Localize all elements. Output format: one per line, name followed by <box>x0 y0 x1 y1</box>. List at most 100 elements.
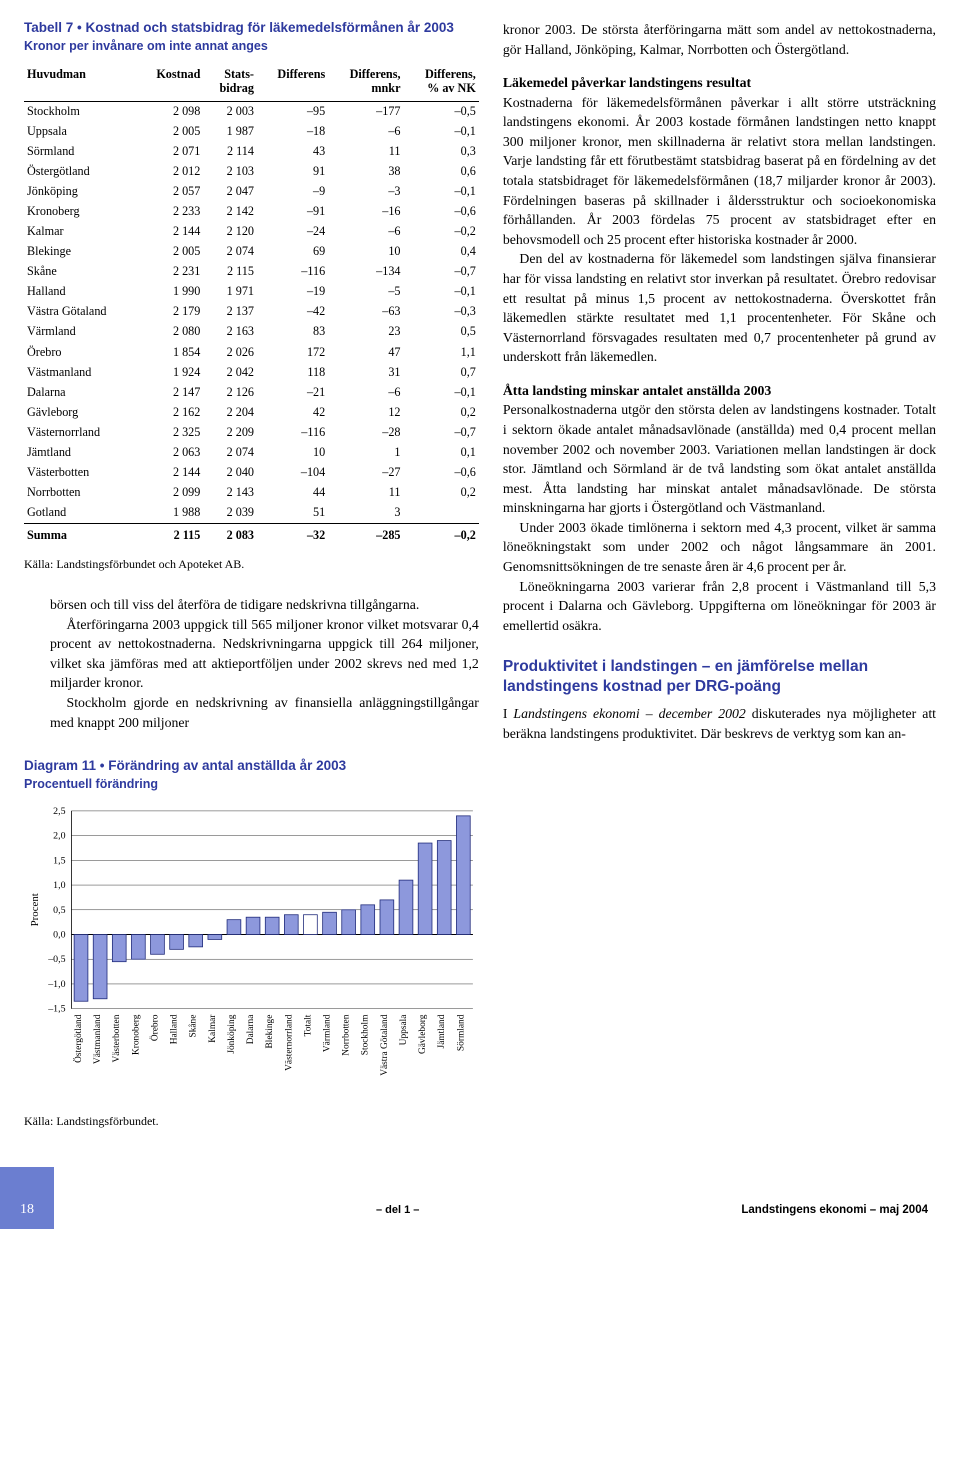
table-row: Örebro1 8542 026172471,1 <box>24 342 479 362</box>
svg-text:–1,0: –1,0 <box>47 979 65 990</box>
table-row: Jämtland2 0632 0741010,1 <box>24 443 479 463</box>
left-p1: börsen och till viss del återföra de tid… <box>50 595 479 615</box>
diagram11-source: Källa: Landstingsförbundet. <box>24 1113 479 1130</box>
bar <box>304 914 318 934</box>
right-lead1: Läkemedel påverkar landstingens resultat <box>503 75 751 90</box>
table-row: Värmland2 0802 16383230,5 <box>24 322 479 342</box>
right-p0: kronor 2003. De största återföringarna m… <box>503 20 936 59</box>
svg-text:Totalt: Totalt <box>303 1014 313 1036</box>
svg-text:Västerbotten: Västerbotten <box>112 1014 122 1062</box>
table-row: Halland1 9901 971–19–5–0,1 <box>24 282 479 302</box>
bar <box>246 917 260 934</box>
table7-source: Källa: Landstingsförbundet och Apoteket … <box>24 556 479 573</box>
right-p6: I Landstingens ekonomi – december 2002 d… <box>503 704 936 743</box>
svg-text:1,5: 1,5 <box>53 855 65 866</box>
table7-subtitle: Kronor per invånare om inte annat anges <box>24 39 479 55</box>
right-p1: Kostnaderna för läkemedelsförmånen påver… <box>503 95 936 247</box>
svg-text:Västernorrland: Västernorrland <box>284 1014 294 1071</box>
svg-text:Gävleborg: Gävleborg <box>418 1014 428 1054</box>
svg-text:–1,5: –1,5 <box>47 1003 65 1014</box>
diagram11-subtitle: Procentuell förändring <box>24 777 479 793</box>
svg-text:Blekinge: Blekinge <box>265 1014 275 1048</box>
right-p2: Den del av kostnaderna för läkemedel som… <box>503 249 936 366</box>
svg-text:Norrbotten: Norrbotten <box>342 1014 352 1055</box>
table7-col-4: Differens,mnkr <box>328 65 403 102</box>
table-row: Uppsala2 0051 987–18–6–0,1 <box>24 122 479 142</box>
footer-del: – del 1 – <box>318 1203 477 1229</box>
bar <box>323 912 337 934</box>
table7-col-5: Differens,% av NK <box>404 65 479 102</box>
right-block1: Läkemedel påverkar landstingens resultat… <box>503 73 936 249</box>
bar <box>227 919 241 934</box>
table-row: Norrbotten2 0992 14344110,2 <box>24 483 479 503</box>
left-p3: Stockholm gjorde en nedskrivning av fina… <box>50 693 479 732</box>
svg-text:0,5: 0,5 <box>53 904 65 915</box>
table-row: Sörmland2 0712 11443110,3 <box>24 142 479 162</box>
bar <box>361 905 375 935</box>
table-row: Gotland1 9882 039513 <box>24 503 479 524</box>
diagram11-title: Diagram 11 • Förändring av antal anställ… <box>24 758 479 775</box>
table7: HuvudmanKostnadStats-bidragDifferensDiff… <box>24 65 479 546</box>
footer: 18 – del 1 – Landstingens ekonomi – maj … <box>0 1167 960 1229</box>
svg-text:Skåne: Skåne <box>188 1014 199 1037</box>
table7-col-2: Stats-bidrag <box>203 65 257 102</box>
right-block2: Åtta landsting minskar antalet anställda… <box>503 381 936 518</box>
bar <box>380 900 394 935</box>
svg-text:Procent: Procent <box>29 893 41 926</box>
svg-text:Kalmar: Kalmar <box>208 1013 218 1042</box>
table-row: Västra Götaland2 1792 137–42–63–0,3 <box>24 302 479 322</box>
table-row: Dalarna2 1472 126–21–6–0,1 <box>24 382 479 402</box>
svg-text:0,0: 0,0 <box>53 929 65 940</box>
svg-text:Jönköping: Jönköping <box>227 1014 237 1053</box>
svg-text:Halland: Halland <box>170 1014 180 1044</box>
bar <box>265 917 279 934</box>
table7-col-1: Kostnad <box>137 65 203 102</box>
right-lead2: Åtta landsting minskar antalet anställda… <box>503 383 771 398</box>
svg-text:2,0: 2,0 <box>53 830 65 841</box>
svg-text:Jämtland: Jämtland <box>437 1014 447 1048</box>
bar <box>151 934 165 954</box>
svg-text:Stockholm: Stockholm <box>361 1014 371 1055</box>
right-p4: Under 2003 ökade timlönerna i sektorn me… <box>503 518 936 577</box>
svg-text:Sörmland: Sörmland <box>456 1014 466 1051</box>
svg-text:Värmland: Värmland <box>323 1014 333 1052</box>
footer-pub: Landstingens ekonomi – maj 2004 <box>741 1202 960 1229</box>
svg-text:1,0: 1,0 <box>53 880 65 891</box>
bar <box>170 934 184 949</box>
svg-text:–0,5: –0,5 <box>47 954 65 965</box>
svg-text:Örebro: Örebro <box>148 1014 160 1041</box>
diagram11-chart: –1,5 –1,0 –0,5 0,0 0,5 1,0 1,5 2,0 2,5 Procent Öst… <box>24 803 479 1100</box>
table-row: Kronoberg2 2332 142–91–16–0,6 <box>24 202 479 222</box>
bar <box>399 880 413 934</box>
left-p2: Återföringarna 2003 uppgick till 565 mil… <box>50 615 479 693</box>
table-row: Västernorrland2 3252 209–116–28–0,7 <box>24 423 479 443</box>
table-row: Västmanland1 9242 042118310,7 <box>24 362 479 382</box>
svg-text:Västmanland: Västmanland <box>93 1014 103 1064</box>
table-row: Jönköping2 0572 047–9–3–0,1 <box>24 182 479 202</box>
svg-text:Kronoberg: Kronoberg <box>131 1014 141 1055</box>
table7-sum-row: Summa2 1152 083–32–285–0,2 <box>24 523 479 545</box>
table7-title: Tabell 7 • Kostnad och statsbidrag för l… <box>24 20 479 37</box>
bar <box>418 843 432 934</box>
bar <box>112 934 126 961</box>
svg-text:Östergötland: Östergötland <box>72 1014 84 1063</box>
svg-text:Dalarna: Dalarna <box>246 1013 256 1044</box>
svg-text:2,5: 2,5 <box>53 806 65 817</box>
table7-col-3: Differens <box>257 65 328 102</box>
bar <box>189 934 203 946</box>
bar <box>93 934 107 998</box>
bar <box>456 816 470 935</box>
table-row: Stockholm2 0982 003–95–177–0,5 <box>24 101 479 122</box>
table-row: Blekinge2 0052 07469100,4 <box>24 242 479 262</box>
table-row: Gävleborg2 1622 20442120,2 <box>24 403 479 423</box>
right-h2: Produktivitet i landstingen – en jämföre… <box>503 657 936 696</box>
table-row: Västerbotten2 1442 040–104–27–0,6 <box>24 463 479 483</box>
table-row: Skåne2 2312 115–116–134–0,7 <box>24 262 479 282</box>
table-row: Kalmar2 1442 120–24–6–0,2 <box>24 222 479 242</box>
bar <box>74 934 88 1001</box>
bar <box>284 914 298 934</box>
page-number: 18 <box>0 1167 54 1229</box>
svg-text:Västra Götaland: Västra Götaland <box>380 1014 390 1075</box>
bar <box>437 840 451 934</box>
bar <box>131 934 145 959</box>
